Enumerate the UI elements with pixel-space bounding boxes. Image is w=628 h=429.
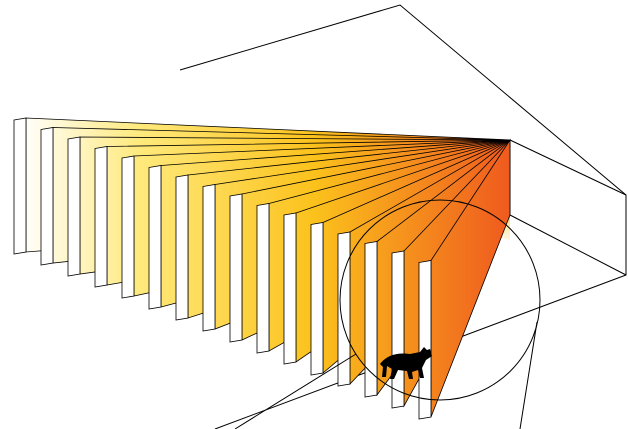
box-edge xyxy=(509,139,627,196)
fin-front xyxy=(202,184,216,332)
fin-front xyxy=(418,260,432,420)
magnifier xyxy=(234,199,541,429)
fin-front xyxy=(40,127,54,266)
fin-front xyxy=(121,155,135,299)
fin-front xyxy=(94,146,108,288)
fin-front xyxy=(391,250,405,409)
fin-front xyxy=(148,165,162,310)
magnifier-line xyxy=(519,321,538,429)
fin-front xyxy=(67,136,81,277)
fin-front xyxy=(364,241,378,398)
fin-front xyxy=(13,117,27,255)
fin-front xyxy=(283,212,297,365)
fin-front xyxy=(229,193,243,343)
fins xyxy=(13,117,511,420)
fin-front xyxy=(256,203,270,354)
magnifier-circle xyxy=(339,199,541,401)
box-edge xyxy=(509,214,627,276)
fin-front xyxy=(310,222,324,376)
magnifier-line xyxy=(234,353,357,429)
fin-front xyxy=(175,174,189,321)
fin-front xyxy=(337,231,351,387)
cat-silhouette xyxy=(380,347,432,379)
